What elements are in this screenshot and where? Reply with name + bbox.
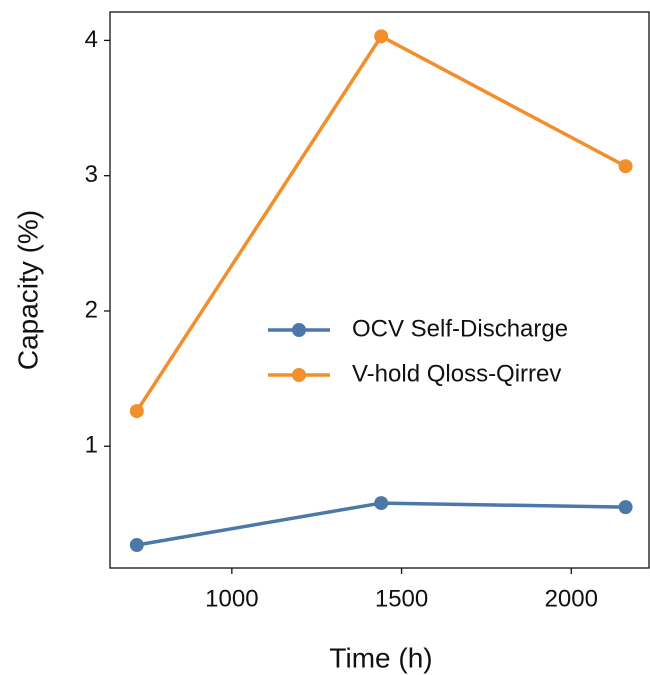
x-tick-label: 1000 xyxy=(205,585,258,612)
y-tick-label: 2 xyxy=(85,296,98,323)
legend-label: V-hold Qloss-Qirrev xyxy=(352,360,561,387)
y-axis-label: Capacity (%) xyxy=(12,210,43,370)
legend-label: OCV Self-Discharge xyxy=(352,315,568,342)
data-point xyxy=(374,496,389,511)
series-line xyxy=(135,34,627,413)
y-tick-label: 4 xyxy=(85,26,98,53)
x-axis-label: Time (h) xyxy=(329,642,432,673)
y-tick-label: 1 xyxy=(85,432,98,459)
data-point xyxy=(129,404,144,419)
x-tick-label: 2000 xyxy=(545,585,598,612)
legend-marker xyxy=(292,323,306,337)
x-tick-label: 1500 xyxy=(375,585,428,612)
data-point xyxy=(618,500,633,515)
data-point xyxy=(129,538,144,553)
data-point xyxy=(374,29,389,44)
plot-frame xyxy=(109,11,650,569)
data-point xyxy=(618,159,633,174)
y-tick-label: 3 xyxy=(85,161,98,188)
legend-marker xyxy=(292,368,306,382)
